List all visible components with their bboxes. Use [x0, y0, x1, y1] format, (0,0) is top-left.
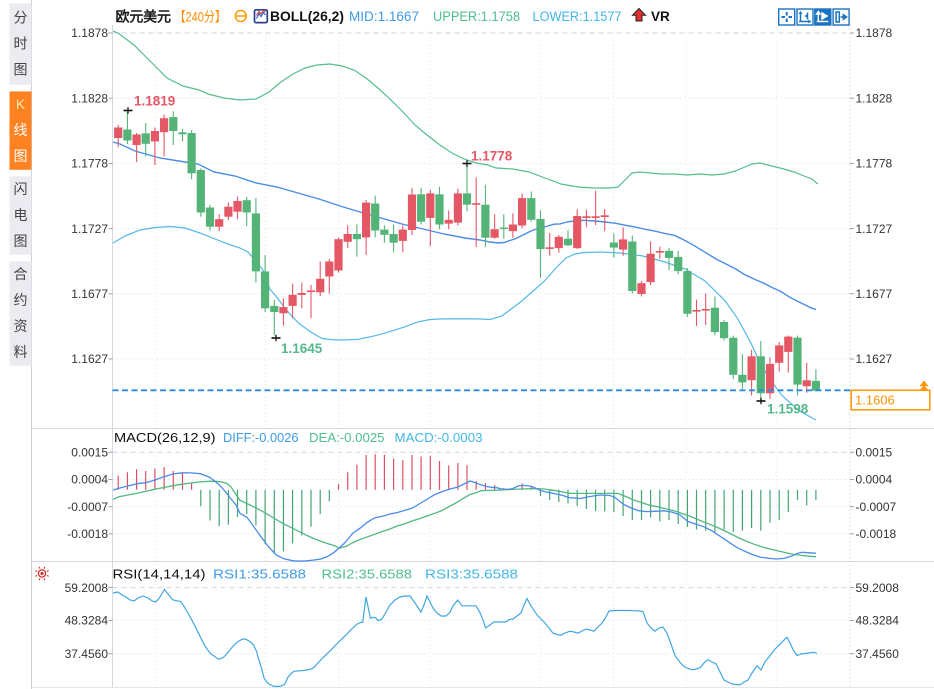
svg-text:MACD(26,12,9): MACD(26,12,9) [114, 430, 216, 445]
svg-text:【240分】: 【240分】 [175, 10, 227, 25]
svg-text:-0.0007: -0.0007 [67, 500, 108, 514]
svg-text:1.1727: 1.1727 [71, 222, 108, 236]
svg-text:37.4560: 37.4560 [65, 647, 109, 661]
svg-text:0.0015: 0.0015 [856, 446, 893, 460]
svg-text:1.1828: 1.1828 [71, 91, 108, 105]
svg-text:MACD:-0.0003: MACD:-0.0003 [395, 430, 483, 445]
svg-text:59.2008: 59.2008 [856, 581, 900, 595]
svg-text:1.1627: 1.1627 [71, 352, 108, 366]
svg-text:1.1598: 1.1598 [767, 402, 809, 417]
svg-text:1.1677: 1.1677 [856, 287, 893, 301]
svg-text:合: 合 [14, 266, 28, 282]
svg-text:1.1819: 1.1819 [134, 94, 175, 109]
svg-text:UPPER:1.1758: UPPER:1.1758 [433, 9, 520, 24]
svg-text:1.1778: 1.1778 [471, 149, 513, 164]
svg-text:K: K [16, 96, 26, 112]
svg-text:LOWER:1.1577: LOWER:1.1577 [533, 9, 622, 24]
svg-text:RSI1:35.6588: RSI1:35.6588 [213, 567, 306, 582]
svg-text:48.3284: 48.3284 [65, 614, 109, 628]
svg-text:0.0004: 0.0004 [856, 473, 893, 487]
svg-text:RSI(14,14,14): RSI(14,14,14) [113, 567, 206, 582]
svg-text:1.1778: 1.1778 [856, 157, 893, 171]
svg-text:RSI2:35.6588: RSI2:35.6588 [322, 567, 413, 582]
svg-text:欧元美元: 欧元美元 [116, 9, 172, 25]
svg-text:1.1645: 1.1645 [281, 341, 323, 356]
svg-text:料: 料 [14, 344, 28, 360]
svg-text:-0.0007: -0.0007 [856, 500, 897, 514]
svg-text:线: 线 [14, 122, 28, 138]
svg-text:约: 约 [14, 292, 28, 308]
svg-text:资: 资 [14, 318, 28, 334]
svg-text:0.0004: 0.0004 [71, 473, 108, 487]
svg-text:MID:1.1667: MID:1.1667 [349, 9, 419, 24]
svg-text:37.4560: 37.4560 [856, 647, 900, 661]
svg-text:DEA:-0.0025: DEA:-0.0025 [309, 430, 385, 445]
svg-text:图: 图 [14, 62, 28, 78]
svg-text:1.1878: 1.1878 [71, 26, 108, 40]
svg-text:48.3284: 48.3284 [856, 614, 900, 628]
svg-text:-0.0018: -0.0018 [856, 527, 897, 541]
svg-text:-0.0018: -0.0018 [67, 527, 108, 541]
svg-text:RSI3:35.6588: RSI3:35.6588 [425, 567, 518, 582]
svg-text:图: 图 [14, 233, 28, 249]
svg-text:分: 分 [14, 10, 28, 26]
svg-text:VR: VR [651, 9, 670, 24]
svg-text:BOLL(26,2): BOLL(26,2) [270, 9, 344, 24]
svg-text:DIFF:-0.0026: DIFF:-0.0026 [223, 430, 299, 445]
svg-text:1.1828: 1.1828 [856, 91, 893, 105]
svg-text:0.0015: 0.0015 [71, 446, 108, 460]
svg-text:1.1878: 1.1878 [856, 26, 893, 40]
svg-text:时: 时 [14, 36, 28, 52]
svg-text:59.2008: 59.2008 [65, 581, 109, 595]
svg-text:图: 图 [14, 148, 28, 164]
svg-text:1.1627: 1.1627 [856, 352, 893, 366]
svg-text:1.1778: 1.1778 [71, 157, 108, 171]
svg-text:1.1727: 1.1727 [856, 222, 893, 236]
svg-text:闪: 闪 [14, 181, 28, 197]
svg-text:1.1677: 1.1677 [71, 287, 108, 301]
svg-text:电: 电 [14, 207, 28, 223]
svg-text:1.1606: 1.1606 [855, 393, 895, 408]
